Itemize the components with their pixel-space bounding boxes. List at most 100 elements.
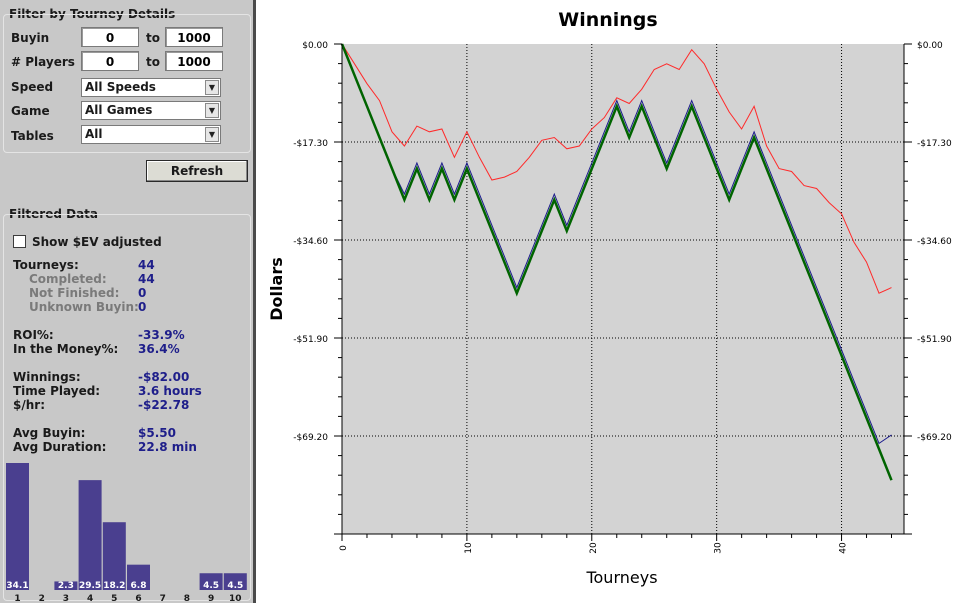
histogram-bar-value: 34.1	[6, 581, 28, 591]
panel-divider	[253, 0, 256, 603]
histogram-bar	[54, 581, 78, 590]
time-played-value: 3.6 hours	[138, 384, 202, 398]
buyin-max-input[interactable]: 1000	[165, 27, 223, 47]
chevron-down-icon[interactable]: ▼	[205, 80, 219, 95]
unknown-buyin-label: Unknown Buyin:	[29, 300, 139, 314]
y-tick-label-right: -$51.90	[917, 335, 952, 345]
show-ev-label: Show $EV adjusted	[32, 235, 162, 249]
buyin-min-input[interactable]: 0	[81, 27, 139, 47]
y-axis-label: Dollars	[267, 257, 286, 320]
chart-grid	[342, 44, 904, 534]
finish-position-histogram: 34.1 1 2 2.3 3 29.5 4 18.2 5 6.8 6 7 8 4.5 9 4.5 10	[6, 463, 247, 603]
unknown-buyin-value: 0	[138, 300, 147, 314]
itm-value: 36.4%	[138, 342, 180, 356]
speed-select-value: All Speeds	[85, 80, 156, 94]
x-tick-label: 40	[839, 542, 849, 554]
histogram-category-label: 4	[87, 594, 93, 603]
y-tick-label-left: -$17.30	[293, 139, 328, 149]
y-tick-label-right: -$34.60	[917, 237, 952, 247]
completed-value: 44	[138, 272, 155, 286]
histogram-bar	[102, 522, 126, 590]
histogram-category-label: 7	[160, 594, 166, 603]
not-finished-label: Not Finished:	[29, 286, 120, 300]
per-hour-value: -$22.78	[138, 398, 190, 412]
players-max-input[interactable]: 1000	[165, 51, 223, 71]
x-tick-label: 30	[714, 542, 724, 554]
histogram-bar	[78, 480, 102, 590]
y-tick-label-left: -$51.90	[293, 335, 328, 345]
chevron-down-icon[interactable]: ▼	[205, 127, 219, 142]
not-finished-value: 0	[138, 286, 147, 300]
histogram-category-label: 2	[39, 594, 45, 603]
histogram-category-label: 10	[229, 594, 242, 603]
chart-axes: $0.00 $0.00 -$17.30 -$17.30 -$34.60 -$34.60 -$…	[293, 41, 952, 554]
histogram-bar-value: 18.2	[103, 581, 125, 591]
histogram-bar	[199, 573, 223, 590]
filter-group	[3, 14, 251, 153]
tourneys-label: Tourneys:	[13, 258, 79, 272]
histogram-bar-value: 4.5	[203, 581, 219, 591]
histogram-bar-value: 29.5	[79, 581, 101, 591]
speed-select[interactable]: All Speeds ▼	[81, 78, 221, 97]
time-played-label: Time Played:	[13, 384, 101, 398]
game-label: Game	[11, 104, 50, 118]
y-tick-label-left: -$34.60	[293, 237, 328, 247]
y-tick-label-right: -$17.30	[917, 139, 952, 149]
game-select-value: All Games	[85, 103, 153, 117]
roi-value: -33.9%	[138, 328, 185, 342]
tables-label: Tables	[11, 129, 54, 143]
x-tick-label: 10	[464, 542, 474, 554]
filtered-data-group	[3, 214, 251, 601]
winnings-chart: $0.00 $0.00 -$17.30 -$17.30 -$34.60 -$34.60 -$…	[267, 9, 952, 587]
histogram-category-label: 9	[208, 594, 214, 603]
avg-buyin-value: $5.50	[138, 426, 176, 440]
histogram-bar	[127, 564, 150, 590]
refresh-button[interactable]: Refresh	[146, 160, 248, 182]
histogram-bar	[6, 463, 29, 590]
tourneys-value: 44	[138, 258, 155, 272]
game-select[interactable]: All Games ▼	[81, 101, 221, 120]
winnings-value: -$82.00	[138, 370, 190, 384]
per-hour-label: $/hr:	[13, 398, 45, 412]
y-tick-label-left: $0.00	[302, 41, 328, 51]
x-axis-label: Tourneys	[585, 568, 657, 587]
winnings-series-line	[340, 43, 893, 481]
show-ev-checkbox[interactable]	[13, 235, 26, 248]
chart-series	[340, 43, 893, 481]
histogram-category-label: 6	[135, 594, 141, 603]
speed-label: Speed	[11, 80, 54, 94]
players-to-label: to	[146, 55, 160, 69]
winnings-label: Winnings:	[13, 370, 81, 384]
avg-buyin-label: Avg Buyin:	[13, 426, 86, 440]
players-min-input[interactable]: 0	[81, 51, 139, 71]
histogram-bar-value: 2.3	[58, 581, 74, 591]
x-tick-label: 0	[339, 545, 349, 551]
itm-label: In the Money%:	[13, 342, 119, 356]
red-series-line	[341, 43, 892, 294]
histogram-bar	[223, 573, 247, 590]
filter-panel: Filter by Tourney Details Buyin 0 to 100…	[0, 0, 253, 603]
chevron-down-icon[interactable]: ▼	[205, 103, 219, 118]
blue-series-line	[341, 43, 892, 445]
players-label: # Players	[11, 55, 75, 69]
histogram-category-label: 5	[111, 594, 117, 603]
y-tick-label-right: -$69.20	[917, 433, 952, 443]
histogram-category-label: 1	[14, 594, 20, 603]
histogram-category-label: 3	[63, 594, 69, 603]
buyin-to-label: to	[146, 31, 160, 45]
avg-duration-label: Avg Duration:	[13, 440, 107, 454]
y-tick-label-right: $0.00	[917, 41, 943, 51]
roi-label: ROI%:	[13, 328, 54, 342]
avg-duration-value: 22.8 min	[138, 440, 197, 454]
tables-select[interactable]: All ▼	[81, 125, 221, 144]
tables-select-value: All	[85, 127, 103, 141]
x-tick-label: 20	[589, 542, 599, 554]
histogram-bar-value: 4.5	[227, 581, 243, 591]
plot-area	[342, 44, 904, 534]
histogram-bar-value: 6.8	[131, 581, 147, 591]
buyin-label: Buyin	[11, 31, 50, 45]
chart-title: Winnings	[558, 9, 657, 31]
y-tick-label-left: -$69.20	[293, 433, 328, 443]
histogram-category-label: 8	[184, 594, 190, 603]
completed-label: Completed:	[29, 272, 107, 286]
